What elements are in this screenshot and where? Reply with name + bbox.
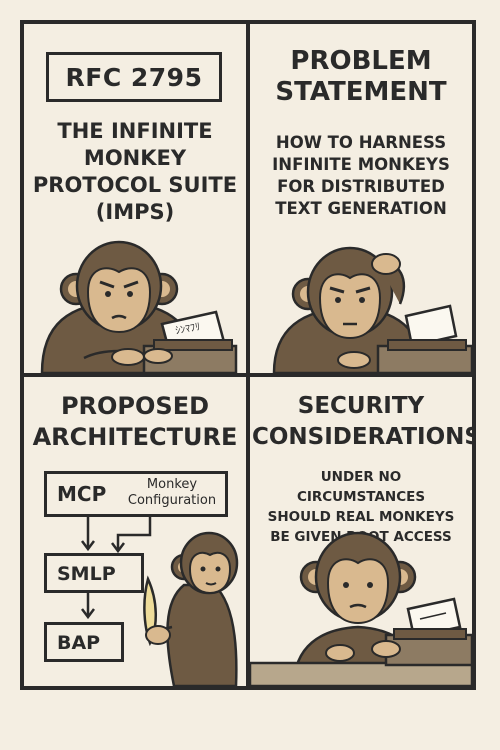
architecture-title: PROPOSED ARCHITECTURE — [26, 391, 244, 453]
security-title-line: SECURITY — [297, 393, 425, 419]
panel-security: SECURITY CONSIDERATIONS UNDER NO CIRCUMS… — [250, 377, 472, 686]
architecture-title-line: PROPOSED — [60, 392, 210, 420]
monkey-typing-illustration: ｼﾝﾏﾌﾘ — [40, 240, 238, 373]
problem-title-line: STATEMENT — [275, 77, 447, 107]
paper-text: ｼﾝﾏﾌﾘ — [175, 322, 202, 337]
problem-body: HOW TO HARNESS INFINITE MONKEYS FOR DIST… — [256, 132, 466, 220]
architecture-title-line: ARCHITECTURE — [32, 423, 238, 451]
problem-title-line: PROBLEM — [290, 46, 432, 76]
mcp-desc-line: Monkey — [146, 477, 198, 492]
problem-body-line: TEXT GENERATION — [275, 199, 447, 218]
security-title: SECURITY CONSIDERATIONS — [252, 391, 472, 453]
mcp-desc-line: Configuration — [127, 493, 217, 508]
panel-divider-horizontal — [20, 373, 476, 377]
rfc-badge: RFC 2795 — [46, 52, 222, 102]
problem-title: PROBLEM STATEMENT — [252, 46, 470, 108]
security-body-line: SHOULD REAL MONKEYS — [267, 509, 455, 525]
panel-problem-statement: PROBLEM STATEMENT HOW TO HARNESS INFINIT… — [250, 24, 472, 373]
bap-label: BAP — [57, 632, 101, 654]
problem-body-line: FOR DISTRIBUTED — [277, 177, 445, 196]
bap-box: BAP — [44, 622, 124, 662]
smlp-box: SMLP — [44, 553, 144, 593]
architecture-arrows — [81, 517, 239, 686]
mcp-label: MCP — [57, 482, 107, 506]
panel-architecture: PROPOSED ARCHITECTURE MCP — [24, 377, 246, 686]
rfc-title-line: MONKEY — [83, 146, 187, 170]
problem-body-line: INFINITE MONKEYS — [272, 155, 450, 174]
mcp-description: Monkey Configuration — [119, 477, 225, 509]
rfc-title: THE INFINITE MONKEY PROTOCOL SUITE (IMPS… — [28, 118, 242, 226]
panel-divider-vertical — [246, 20, 250, 690]
rfc-title-line: THE INFINITE — [57, 119, 213, 143]
mcp-box: MCP Monkey Configuration — [44, 471, 228, 517]
security-body-line: UNDER NO CIRCUMSTANCES — [296, 469, 426, 505]
smlp-label: SMLP — [57, 563, 116, 585]
security-body: UNDER NO CIRCUMSTANCES SHOULD REAL MONKE… — [256, 467, 466, 547]
problem-body-line: HOW TO HARNESS — [275, 133, 447, 152]
rfc-title-line: PROTOCOL SUITE — [32, 173, 238, 197]
monkey-thinking-illustration — [272, 246, 472, 373]
panel-rfc: RFC 2795 THE INFINITE MONKEY PROTOCOL SU… — [24, 24, 246, 373]
security-title-line: CONSIDERATIONS — [252, 424, 472, 450]
rfc-title-line: (IMPS) — [95, 200, 175, 224]
monkey-serious-illustration — [250, 531, 472, 686]
